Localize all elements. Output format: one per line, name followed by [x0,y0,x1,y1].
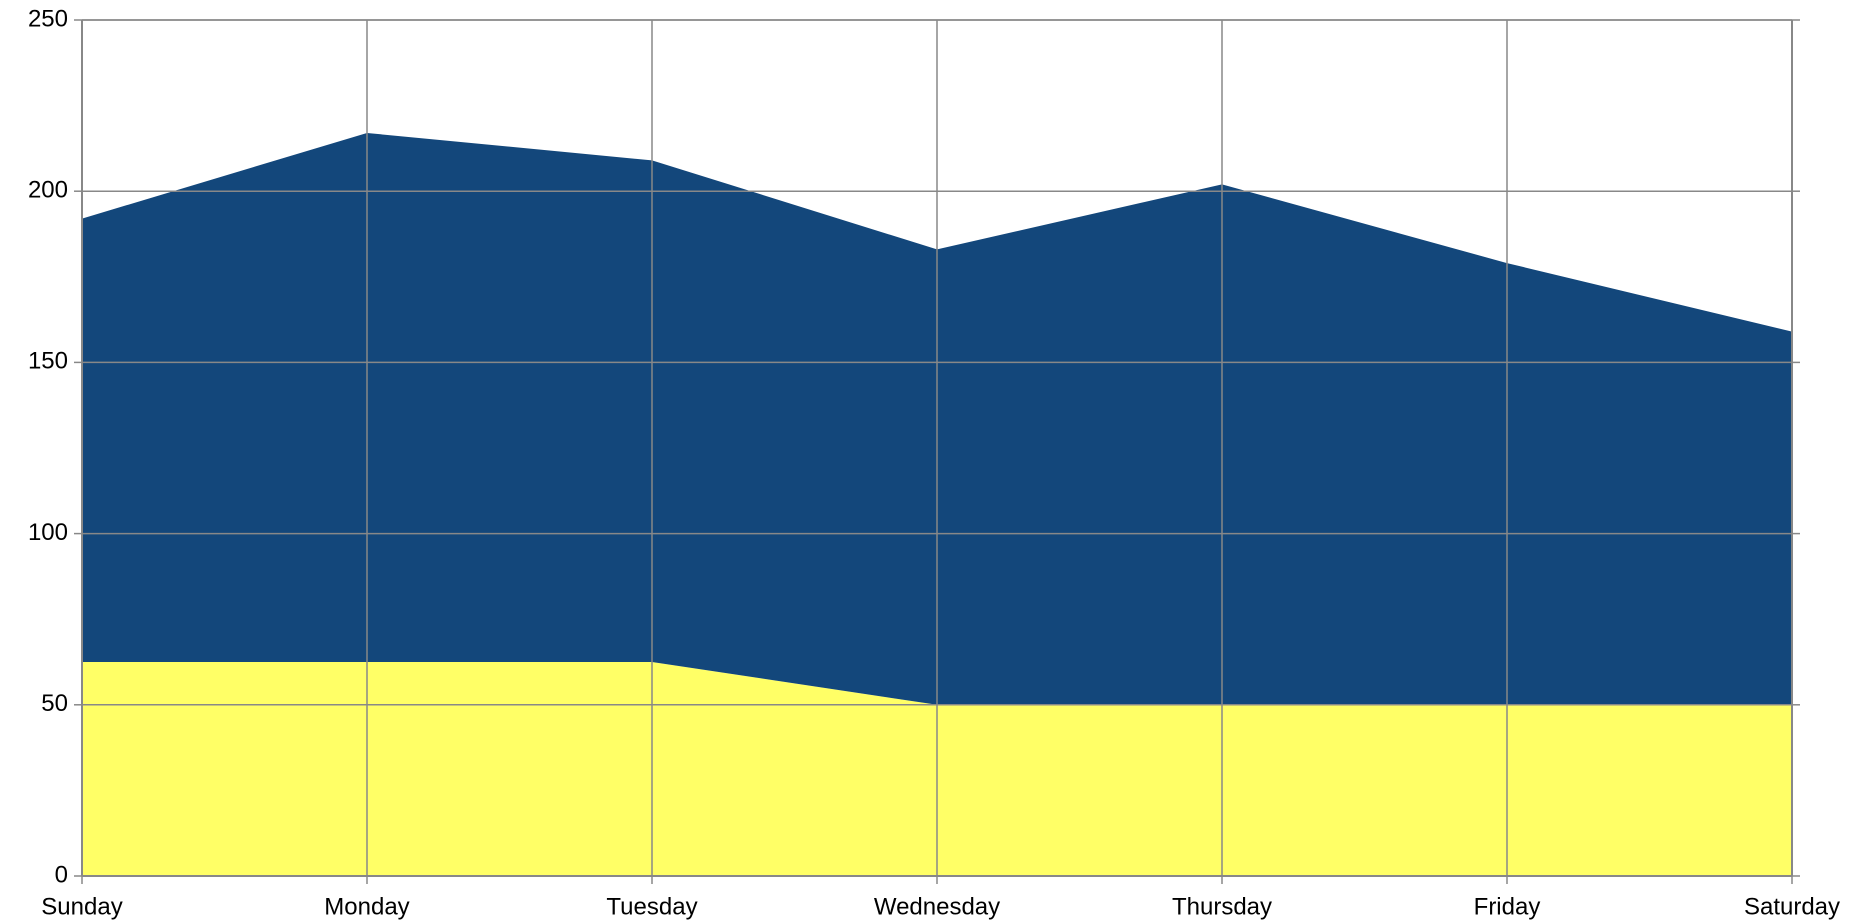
x-tick-label: Sunday [41,893,122,920]
x-tick-label: Wednesday [874,893,1000,920]
y-tick-label: 100 [28,519,68,546]
y-tick-label: 250 [28,5,68,32]
x-tick-label: Tuesday [606,893,697,920]
y-tick-label: 50 [41,690,68,717]
x-tick-label: Thursday [1172,893,1272,920]
y-tick-label: 200 [28,177,68,204]
y-tick-label: 150 [28,348,68,375]
x-tick-label: Saturday [1744,893,1840,920]
x-tick-label: Monday [324,893,409,920]
x-tick-label: Friday [1474,893,1541,920]
y-tick-label: 0 [55,861,68,888]
